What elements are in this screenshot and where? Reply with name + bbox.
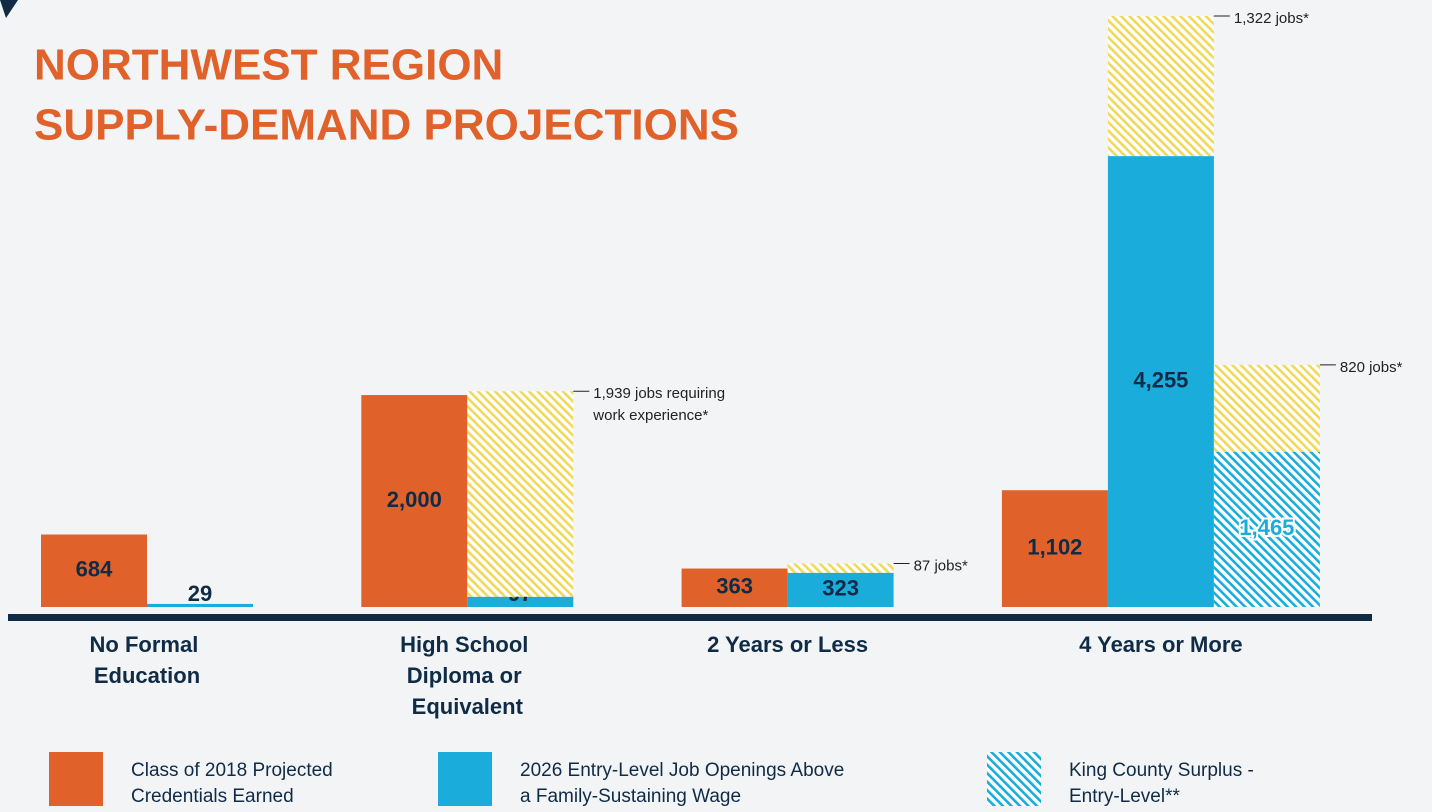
text-line: Diploma or [407, 663, 528, 688]
data-label: 4,255 [1133, 367, 1188, 392]
bar-segment [681, 568, 788, 607]
bar-segment [467, 596, 574, 607]
bar-segment [1107, 156, 1214, 607]
text-line: Entry-Level** [1069, 786, 1180, 807]
bar-segment [787, 572, 894, 607]
text-line: 87 jobs* [914, 558, 968, 575]
data-label: 1,465 [1239, 515, 1294, 540]
text-line: 4 Years or More [1079, 632, 1242, 657]
text-line: 2026 Entry-Level Job Openings Above [520, 760, 850, 781]
legend-swatch [987, 752, 1041, 806]
x-tick-label: High School Diploma or Equivalent [400, 632, 534, 719]
data-label: 2,000 [387, 487, 442, 512]
text-line: 820 jobs* [1340, 359, 1403, 376]
bar-segment [1001, 490, 1108, 607]
legend-swatch [49, 752, 103, 806]
annotation: 820 jobs* [1340, 359, 1403, 376]
legend-label: King County Surplus - Entry-Level** [1069, 760, 1259, 807]
text-line: Class of 2018 Projected [131, 760, 338, 781]
text-line: work experience* [592, 407, 708, 424]
x-tick-label: No Formal Education [90, 632, 205, 688]
text-line: 1,939 jobs requiring [593, 385, 729, 402]
text-line: Education [94, 663, 200, 688]
annotation: 1,322 jobs* [1234, 10, 1309, 27]
bar-segment [147, 603, 253, 607]
bar-segment [41, 534, 147, 607]
baseline [8, 614, 1372, 621]
text-line: a Family-Sustaining Wage [520, 786, 741, 807]
chart-title: NORTHWEST REGION [34, 41, 503, 90]
x-tick-label: 4 Years or More [1079, 632, 1242, 657]
chart-title: SUPPLY-DEMAND PROJECTIONS [34, 101, 739, 150]
data-label: 1,102 [1027, 534, 1082, 559]
annotation: 87 jobs* [914, 558, 968, 575]
x-tick-label: 2 Years or Less [707, 632, 868, 657]
bar-segment [467, 391, 574, 597]
text-line: Equivalent [412, 694, 524, 719]
bar-segment [361, 395, 468, 607]
bar-segment [787, 563, 894, 573]
data-label: 363 [716, 574, 753, 599]
bar-segment [1107, 16, 1214, 157]
text-line: No Formal [90, 632, 205, 657]
text-line: High School [400, 632, 534, 657]
legend-label: Class of 2018 Projected Credentials Earn… [131, 760, 338, 807]
corner-mark [0, 0, 18, 18]
bar-segment [1213, 364, 1320, 452]
annotation: 1,939 jobs requiring work experience* [592, 385, 729, 424]
data-label: 29 [188, 581, 212, 606]
legend-label: 2026 Entry-Level Job Openings Above a Fa… [520, 760, 850, 807]
text-line: Credentials Earned [131, 786, 294, 807]
data-label: 684 [76, 557, 113, 582]
bar-segment [1213, 451, 1320, 607]
text-line: King County Surplus - [1069, 760, 1259, 781]
text-line: 1,322 jobs* [1234, 10, 1309, 27]
text-line: 2 Years or Less [707, 632, 868, 657]
legend-swatch [438, 752, 492, 806]
data-label: 323 [822, 576, 859, 601]
